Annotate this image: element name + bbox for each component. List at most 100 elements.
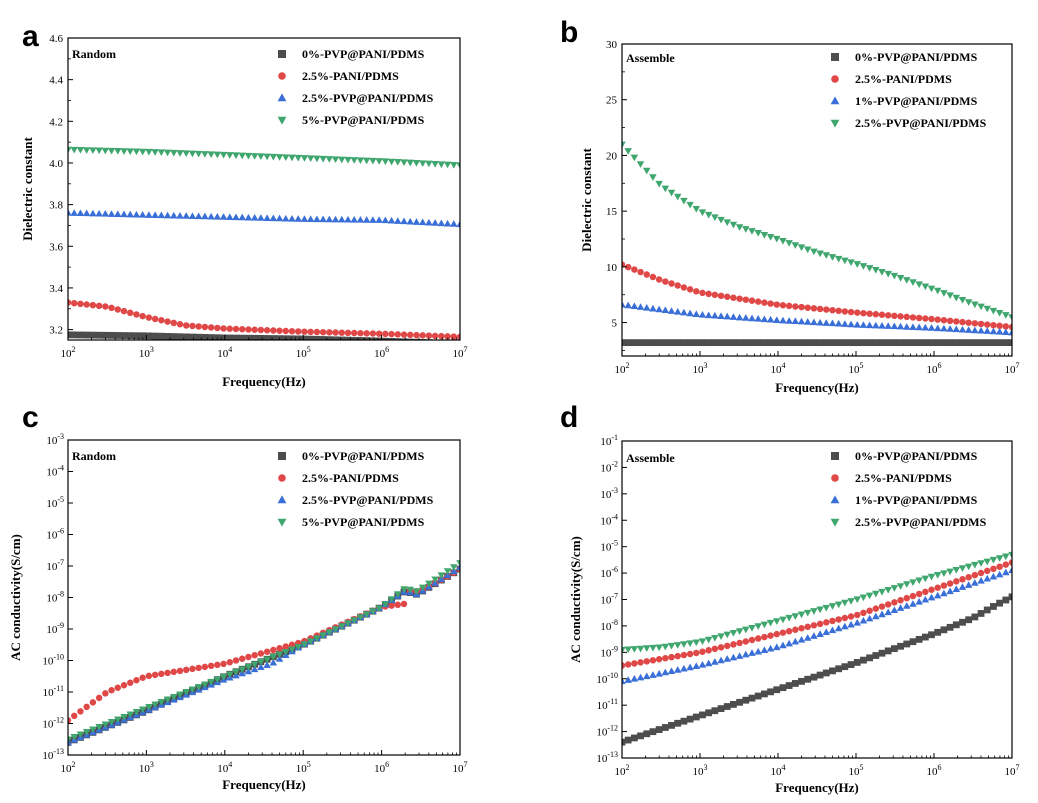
data-point xyxy=(668,280,675,287)
data-point xyxy=(791,637,800,645)
data-point xyxy=(933,324,942,332)
data-point xyxy=(791,339,799,347)
data-point xyxy=(711,214,719,221)
data-point xyxy=(866,607,873,614)
x-tick-label: 102 xyxy=(615,361,630,376)
data-point xyxy=(622,261,626,268)
data-point xyxy=(388,330,395,338)
data-point xyxy=(382,330,389,338)
data-point xyxy=(717,312,725,319)
data-point xyxy=(83,331,91,339)
data-point xyxy=(717,292,725,300)
data-point xyxy=(798,625,805,632)
data-point xyxy=(338,336,346,340)
data-point xyxy=(704,211,713,219)
data-point xyxy=(232,657,240,664)
data-point xyxy=(958,565,967,572)
data-point xyxy=(748,649,756,656)
legend: 0%-PVP@PANI/PDMS 2.5%-PANI/PDMS 1%-PVP@PAN… xyxy=(830,449,987,529)
data-point xyxy=(983,327,991,334)
y-tick-label: 10-12 xyxy=(596,724,618,739)
data-point xyxy=(835,616,842,623)
data-point xyxy=(114,148,122,155)
data-point xyxy=(847,308,855,316)
data-point xyxy=(195,333,203,340)
data-point xyxy=(132,210,141,218)
data-point xyxy=(717,216,725,224)
legend: 0%-PVP@PANI/PDMS 2.5%-PANI/PDMS 1%-PVP@PAN… xyxy=(830,50,987,130)
data-point xyxy=(431,219,439,226)
data-point xyxy=(983,339,991,347)
data-point xyxy=(903,277,911,284)
x-tick-label: 107 xyxy=(453,345,468,360)
data-point xyxy=(126,679,134,686)
data-point xyxy=(760,621,769,629)
data-point xyxy=(257,659,265,666)
data-point xyxy=(381,216,390,224)
data-point xyxy=(785,317,793,324)
data-point xyxy=(711,291,719,299)
data-point xyxy=(263,335,271,340)
data-point xyxy=(176,321,184,328)
data-point xyxy=(699,711,706,719)
data-point xyxy=(977,320,985,328)
data-point xyxy=(736,295,743,302)
data-point xyxy=(636,161,645,168)
legend-marker xyxy=(277,518,287,527)
data-point xyxy=(909,323,917,330)
data-point xyxy=(909,579,917,587)
y-tick-label: 10-4 xyxy=(46,464,64,479)
data-point xyxy=(829,306,836,314)
data-point xyxy=(766,619,775,627)
data-point xyxy=(730,701,737,708)
data-point xyxy=(219,213,228,220)
data-point xyxy=(717,656,725,664)
data-point xyxy=(810,305,818,312)
data-point xyxy=(263,153,271,161)
data-point xyxy=(680,308,688,316)
data-point xyxy=(270,327,277,334)
data-point xyxy=(717,633,725,640)
data-point xyxy=(760,690,768,698)
data-point xyxy=(761,299,768,306)
data-point xyxy=(673,666,682,673)
data-point xyxy=(816,305,824,313)
data-point xyxy=(631,266,638,273)
data-point xyxy=(884,312,892,319)
data-point xyxy=(946,587,954,595)
data-point xyxy=(921,283,930,291)
data-point xyxy=(95,302,103,310)
data-point xyxy=(742,626,750,634)
data-point xyxy=(705,339,713,347)
data-point xyxy=(245,653,252,661)
data-point xyxy=(834,601,843,609)
data-point xyxy=(107,719,116,726)
data-point xyxy=(872,652,880,659)
data-point xyxy=(934,584,941,591)
data-point xyxy=(896,583,905,590)
data-point xyxy=(643,658,650,665)
data-point xyxy=(903,602,911,609)
y-tick-label: 4.6 xyxy=(49,33,63,45)
data-point xyxy=(68,331,72,339)
data-point xyxy=(232,152,240,159)
data-point xyxy=(965,616,973,624)
data-point xyxy=(977,610,985,617)
data-point xyxy=(662,278,669,285)
data-point xyxy=(655,339,663,347)
data-point xyxy=(108,331,115,339)
plot-frame xyxy=(621,43,1013,357)
data-point xyxy=(132,709,141,716)
data-point xyxy=(729,653,738,661)
data-point xyxy=(344,336,352,340)
data-point xyxy=(636,673,645,681)
data-point xyxy=(878,322,886,329)
data-point xyxy=(995,327,1004,335)
data-point xyxy=(729,313,738,320)
data-point xyxy=(120,682,128,689)
data-point xyxy=(649,273,657,281)
data-point xyxy=(102,303,109,310)
data-point xyxy=(897,313,904,320)
data-point xyxy=(275,154,284,161)
data-point xyxy=(735,628,744,635)
